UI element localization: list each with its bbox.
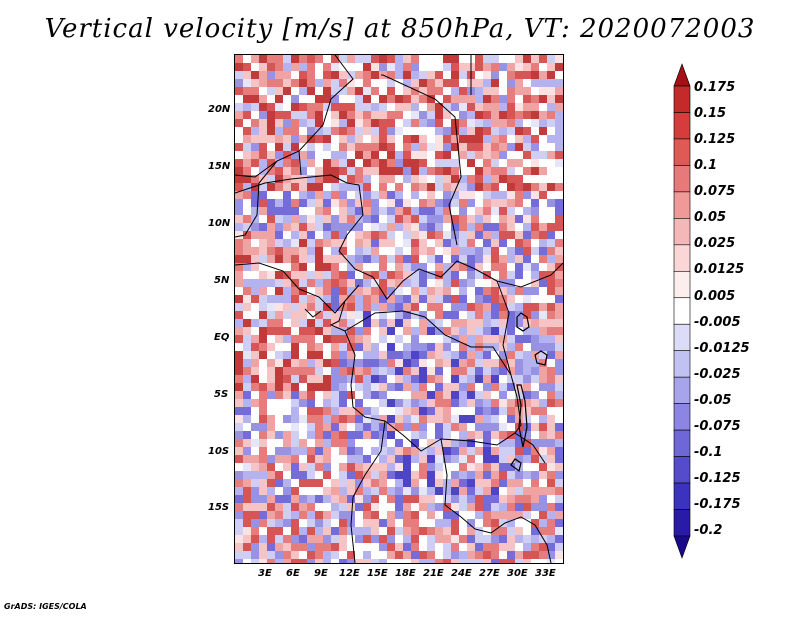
colorbar-label: -0.075 [694, 419, 741, 434]
country-border [235, 174, 360, 194]
colorbar-label: 0.075 [694, 184, 736, 199]
colorbar-bin [673, 218, 691, 246]
colorbar-bin [673, 244, 691, 272]
colorbar-label: -0.1 [694, 445, 723, 460]
country-border [304, 308, 322, 318]
lat-label-15n: 15N [208, 161, 231, 172]
colorbar-label: 0.05 [694, 210, 727, 225]
colorbar [673, 63, 691, 559]
colorbar-bin [673, 403, 691, 431]
colorbar-label: -0.0125 [694, 341, 750, 356]
country-border [381, 74, 462, 246]
lon-label-24e: 24E [451, 568, 472, 579]
lat-label-20n: 20N [208, 104, 231, 115]
colorbar-label: -0.175 [694, 497, 741, 512]
vertical-velocity-field [235, 55, 563, 563]
colorbar-label: -0.025 [694, 367, 741, 382]
colorbar-label: -0.2 [694, 523, 723, 538]
lon-label-15e: 15E [367, 568, 388, 579]
country-border [496, 280, 512, 376]
colorbar-label: 0.15 [694, 106, 727, 121]
colorbar-bin [673, 376, 691, 404]
colorbar-label: -0.125 [694, 471, 741, 486]
country-border [235, 262, 360, 314]
lat-label-5n: 5N [214, 275, 230, 286]
lat-label-10n: 10N [208, 218, 231, 229]
lon-label-33e: 33E [535, 568, 556, 579]
lat-label-5s: 5S [214, 389, 229, 400]
colorbar-label: 0.125 [694, 132, 736, 147]
lake-outline [516, 312, 530, 332]
lon-label-27e: 27E [479, 568, 500, 579]
country-border [424, 316, 512, 376]
colorbar-label: 0.005 [694, 289, 736, 304]
country-border [440, 432, 546, 464]
lon-label-3e: 3E [258, 568, 272, 579]
lon-label-9e: 9E [314, 568, 328, 579]
colorbar-bin [673, 297, 691, 325]
country-border [235, 182, 260, 238]
credit-text: GrADS: IGES/COLA [4, 602, 87, 611]
country-border [344, 330, 476, 530]
colorbar-bin [673, 270, 691, 299]
country-border [235, 160, 278, 178]
country-border [344, 310, 426, 332]
colorbar-bin [673, 85, 691, 113]
lake-outline [510, 458, 522, 473]
country-border [510, 374, 522, 434]
lon-label-21e: 21E [423, 568, 444, 579]
country-border [329, 300, 346, 332]
colorbar-bin [673, 429, 691, 457]
colorbar-arrow-top [673, 63, 691, 87]
colorbar-bin [673, 509, 691, 537]
lake-outline [516, 384, 528, 448]
lat-label-10s: 10S [208, 446, 230, 457]
lon-label-18e: 18E [395, 568, 416, 579]
colorbar-bin [673, 191, 691, 219]
colorbar-label: 0.0125 [694, 262, 745, 277]
lat-label-eq: EQ [214, 332, 230, 343]
lon-label-30e: 30E [507, 568, 528, 579]
colorbar-bin [673, 482, 691, 510]
colorbar-label: 0.025 [694, 236, 736, 251]
colorbar-label: -0.05 [694, 393, 732, 408]
colorbar-arrow-bottom [673, 535, 691, 559]
lon-label-12e: 12E [339, 568, 360, 579]
lat-label-15s: 15S [208, 502, 230, 513]
country-border [496, 262, 563, 288]
colorbar-label: 0.175 [694, 80, 736, 95]
lon-label-6e: 6E [286, 568, 300, 579]
lake-outline [534, 350, 548, 366]
colorbar-bin [673, 138, 691, 166]
country-border [338, 184, 374, 278]
colorbar-bin [673, 350, 691, 378]
colorbar-bin [673, 165, 691, 193]
country-border [298, 150, 302, 176]
colorbar-bin [673, 112, 691, 140]
velocity-shading [235, 55, 563, 563]
colorbar-bin [673, 456, 691, 484]
map-plot-area [234, 54, 564, 564]
colorbar-label: 0.1 [694, 158, 718, 173]
country-border [474, 516, 552, 563]
country-border [350, 420, 386, 563]
country-border [372, 260, 498, 300]
chart-title: Vertical velocity [m/s] at 850hPa, VT: 2… [44, 14, 756, 44]
colorbar-label: -0.005 [694, 315, 741, 330]
colorbar-bin [673, 323, 691, 352]
